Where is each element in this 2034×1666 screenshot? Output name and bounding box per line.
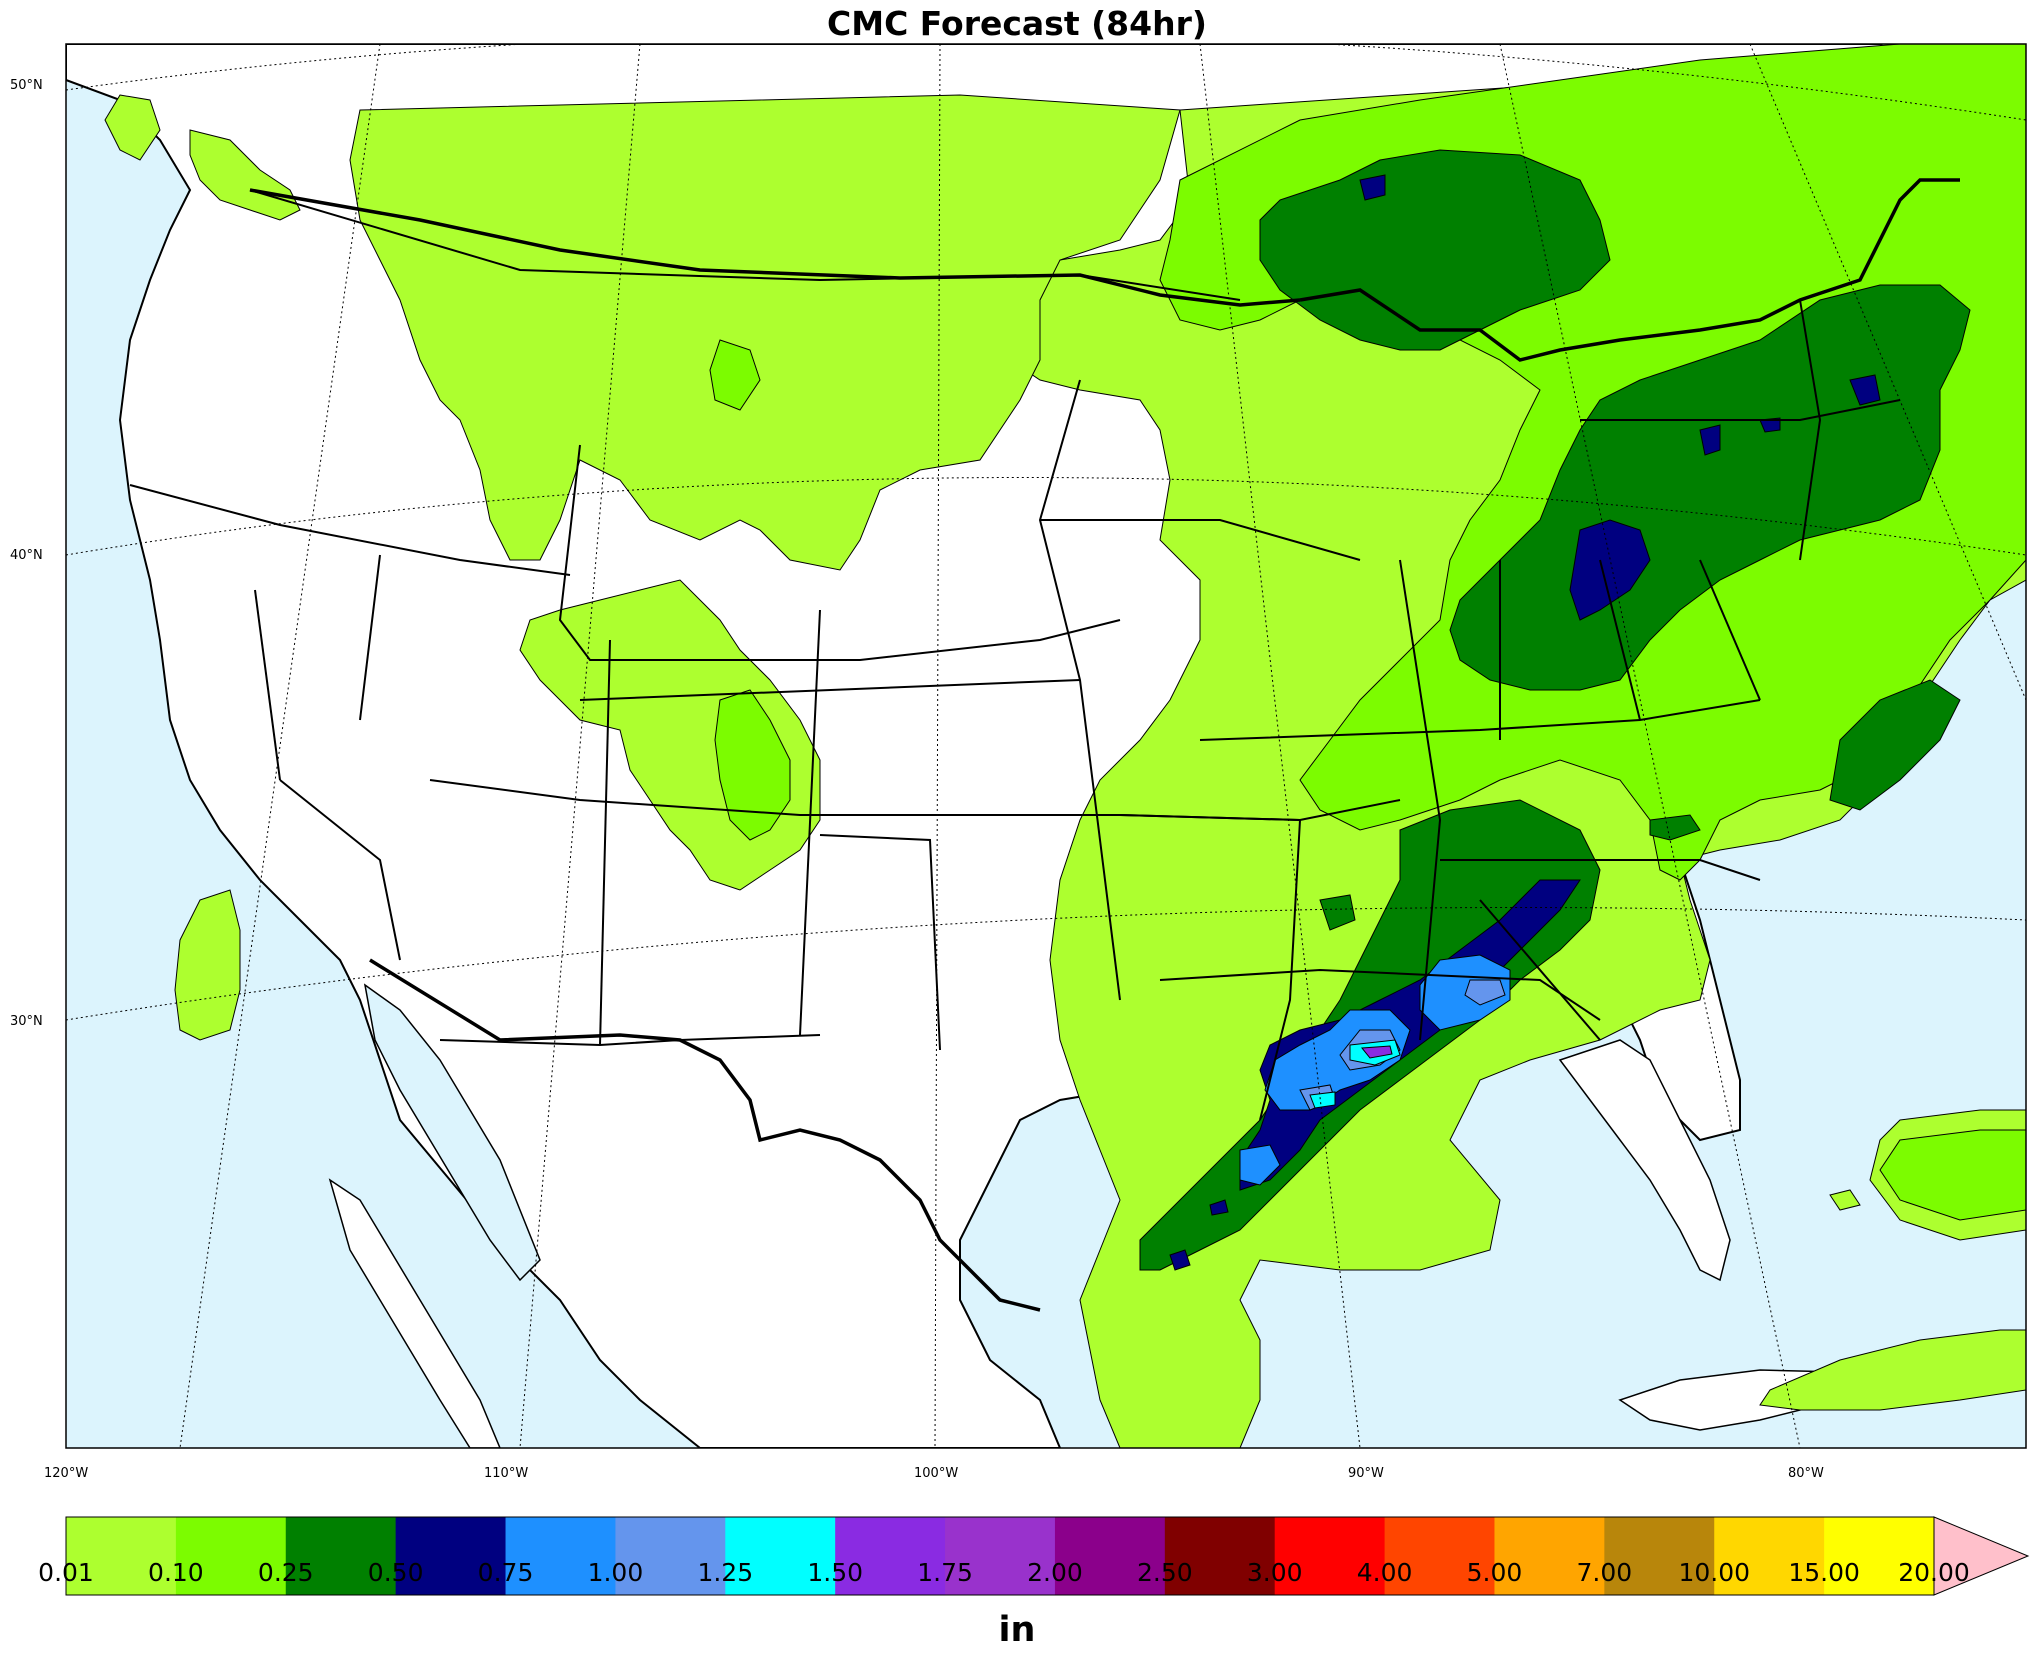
colorbar-tick: 1.00 [587, 1558, 644, 1587]
colorbar-tick: 1.25 [697, 1558, 754, 1587]
lon-label-90w: 90°W [1348, 1466, 1384, 1481]
colorbar-tick: 0.50 [367, 1558, 424, 1587]
colorbar-tick: 15.00 [1788, 1558, 1860, 1587]
colorbar-tick: 4.00 [1356, 1558, 1413, 1587]
colorbar-tick: 0.01 [38, 1558, 94, 1587]
graticule [66, 44, 2026, 1448]
colorbar-tick: 3.00 [1246, 1558, 1303, 1587]
colorbar-tick: 7.00 [1576, 1558, 1633, 1587]
gulf-of-california [363, 983, 541, 1282]
lon-label-80w: 80°W [1788, 1466, 1824, 1481]
colorbar-tick: 10.00 [1678, 1558, 1751, 1587]
precip-layer-050 [1169, 174, 1881, 1271]
colorbar-tick: 5.00 [1466, 1558, 1523, 1587]
precip-layer-150 [1361, 1045, 1393, 1059]
florida [1558, 1039, 1731, 1282]
state-borders [129, 189, 1901, 1121]
colorbar-tick: 0.75 [477, 1558, 534, 1587]
national-borders [249, 178, 1960, 1312]
colorbar-tick: 20.00 [1898, 1558, 1970, 1587]
lat-label-50n: 50°N [10, 78, 43, 93]
lon-label-100w: 100°W [914, 1466, 959, 1481]
colorbar-tick: 0.25 [257, 1558, 314, 1587]
colorbar-tick: 2.00 [1027, 1558, 1083, 1587]
colorbar-tick: 0.10 [148, 1558, 204, 1587]
colorbar-tick: 1.50 [807, 1558, 864, 1587]
colorbar-tick: 2.50 [1136, 1558, 1193, 1587]
lon-label-120w: 120°W [44, 1466, 89, 1481]
colorbar-units-label: in [998, 1610, 1036, 1650]
colorbar-tick: 1.75 [917, 1558, 973, 1587]
lat-label-30n: 30°N [10, 1014, 43, 1029]
map-frame [65, 43, 2027, 1449]
lon-label-110w: 110°W [484, 1466, 529, 1481]
map-title: CMC Forecast (84hr) [827, 4, 1207, 43]
lat-label-40n: 40°N [10, 548, 43, 563]
baja-peninsula [328, 1178, 501, 1448]
